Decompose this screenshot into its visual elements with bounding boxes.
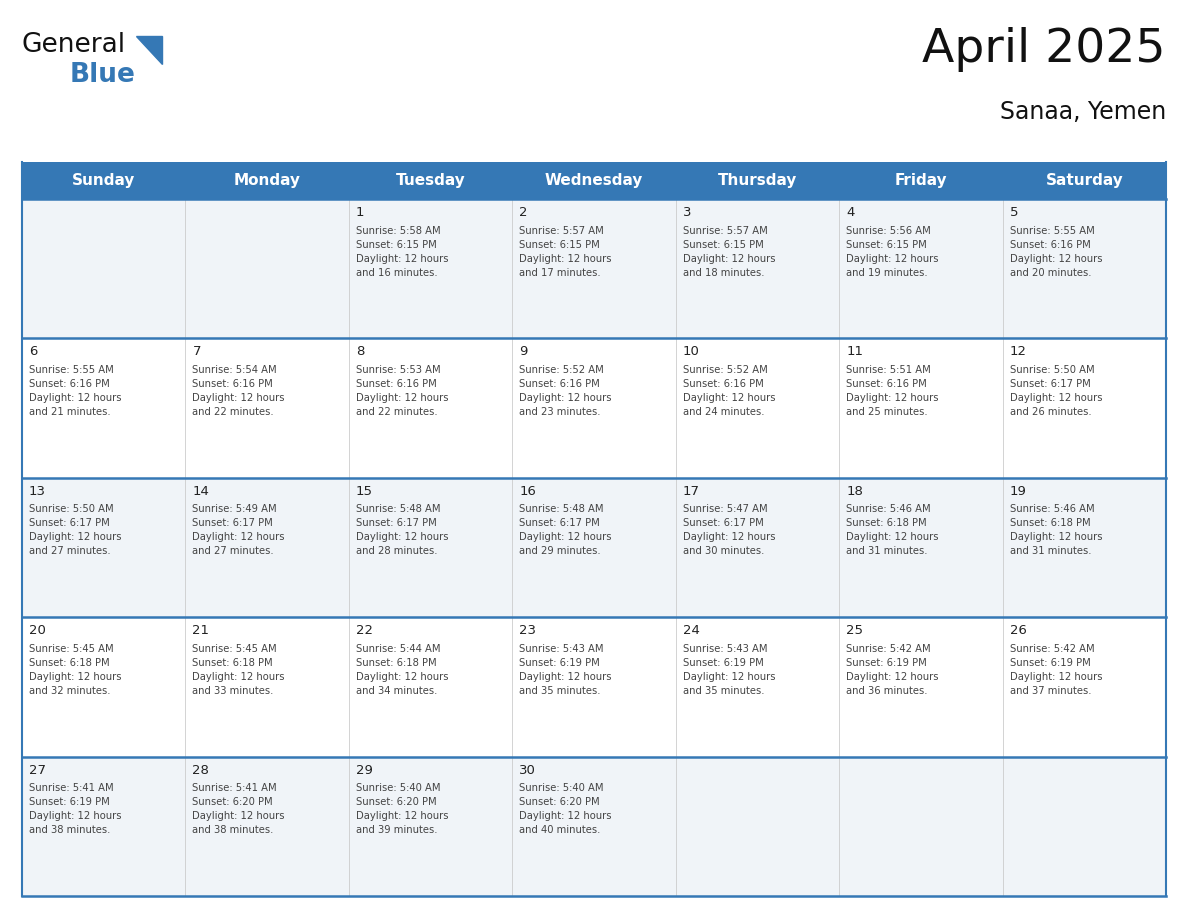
Text: Thursday: Thursday bbox=[718, 173, 797, 188]
Text: 23: 23 bbox=[519, 624, 536, 637]
Text: Sunrise: 5:46 AM
Sunset: 6:18 PM
Daylight: 12 hours
and 31 minutes.: Sunrise: 5:46 AM Sunset: 6:18 PM Dayligh… bbox=[846, 504, 939, 556]
Text: Sunrise: 5:43 AM
Sunset: 6:19 PM
Daylight: 12 hours
and 35 minutes.: Sunrise: 5:43 AM Sunset: 6:19 PM Dayligh… bbox=[683, 644, 776, 696]
Text: 25: 25 bbox=[846, 624, 864, 637]
Text: Sunrise: 5:52 AM
Sunset: 6:16 PM
Daylight: 12 hours
and 23 minutes.: Sunrise: 5:52 AM Sunset: 6:16 PM Dayligh… bbox=[519, 364, 612, 417]
Text: 5: 5 bbox=[1010, 206, 1018, 219]
Text: 30: 30 bbox=[519, 764, 536, 777]
Text: Sunrise: 5:56 AM
Sunset: 6:15 PM
Daylight: 12 hours
and 19 minutes.: Sunrise: 5:56 AM Sunset: 6:15 PM Dayligh… bbox=[846, 226, 939, 277]
Text: 29: 29 bbox=[356, 764, 373, 777]
Text: 20: 20 bbox=[29, 624, 46, 637]
Text: 16: 16 bbox=[519, 485, 536, 498]
Text: Sunrise: 5:40 AM
Sunset: 6:20 PM
Daylight: 12 hours
and 39 minutes.: Sunrise: 5:40 AM Sunset: 6:20 PM Dayligh… bbox=[356, 783, 448, 835]
Text: Sunrise: 5:51 AM
Sunset: 6:16 PM
Daylight: 12 hours
and 25 minutes.: Sunrise: 5:51 AM Sunset: 6:16 PM Dayligh… bbox=[846, 364, 939, 417]
Text: 27: 27 bbox=[29, 764, 46, 777]
Text: Sunrise: 5:48 AM
Sunset: 6:17 PM
Daylight: 12 hours
and 29 minutes.: Sunrise: 5:48 AM Sunset: 6:17 PM Dayligh… bbox=[519, 504, 612, 556]
Text: 21: 21 bbox=[192, 624, 209, 637]
Text: Saturday: Saturday bbox=[1045, 173, 1123, 188]
Text: Tuesday: Tuesday bbox=[396, 173, 466, 188]
Text: Sunrise: 5:42 AM
Sunset: 6:19 PM
Daylight: 12 hours
and 37 minutes.: Sunrise: 5:42 AM Sunset: 6:19 PM Dayligh… bbox=[1010, 644, 1102, 696]
Bar bbox=[23, 617, 1165, 756]
Text: 8: 8 bbox=[356, 345, 365, 358]
Text: 6: 6 bbox=[29, 345, 37, 358]
Text: Sunrise: 5:47 AM
Sunset: 6:17 PM
Daylight: 12 hours
and 30 minutes.: Sunrise: 5:47 AM Sunset: 6:17 PM Dayligh… bbox=[683, 504, 776, 556]
Text: 19: 19 bbox=[1010, 485, 1026, 498]
Text: Sunrise: 5:55 AM
Sunset: 6:16 PM
Daylight: 12 hours
and 20 minutes.: Sunrise: 5:55 AM Sunset: 6:16 PM Dayligh… bbox=[1010, 226, 1102, 277]
Text: 18: 18 bbox=[846, 485, 862, 498]
Text: Blue: Blue bbox=[70, 62, 135, 88]
Text: Sunrise: 5:45 AM
Sunset: 6:18 PM
Daylight: 12 hours
and 33 minutes.: Sunrise: 5:45 AM Sunset: 6:18 PM Dayligh… bbox=[192, 644, 285, 696]
Text: 1: 1 bbox=[356, 206, 365, 219]
Bar bbox=[23, 199, 1165, 339]
Text: Sanaa, Yemen: Sanaa, Yemen bbox=[1000, 100, 1165, 124]
Text: 13: 13 bbox=[29, 485, 46, 498]
Text: Sunrise: 5:53 AM
Sunset: 6:16 PM
Daylight: 12 hours
and 22 minutes.: Sunrise: 5:53 AM Sunset: 6:16 PM Dayligh… bbox=[356, 364, 448, 417]
Text: Sunrise: 5:41 AM
Sunset: 6:19 PM
Daylight: 12 hours
and 38 minutes.: Sunrise: 5:41 AM Sunset: 6:19 PM Dayligh… bbox=[29, 783, 121, 835]
Text: 4: 4 bbox=[846, 206, 854, 219]
Text: Sunrise: 5:55 AM
Sunset: 6:16 PM
Daylight: 12 hours
and 21 minutes.: Sunrise: 5:55 AM Sunset: 6:16 PM Dayligh… bbox=[29, 364, 121, 417]
Text: 2: 2 bbox=[519, 206, 527, 219]
Text: General: General bbox=[23, 32, 126, 58]
Text: Sunrise: 5:57 AM
Sunset: 6:15 PM
Daylight: 12 hours
and 18 minutes.: Sunrise: 5:57 AM Sunset: 6:15 PM Dayligh… bbox=[683, 226, 776, 277]
Text: Sunrise: 5:48 AM
Sunset: 6:17 PM
Daylight: 12 hours
and 28 minutes.: Sunrise: 5:48 AM Sunset: 6:17 PM Dayligh… bbox=[356, 504, 448, 556]
Text: 28: 28 bbox=[192, 764, 209, 777]
Text: Sunday: Sunday bbox=[72, 173, 135, 188]
Text: Sunrise: 5:50 AM
Sunset: 6:17 PM
Daylight: 12 hours
and 27 minutes.: Sunrise: 5:50 AM Sunset: 6:17 PM Dayligh… bbox=[29, 504, 121, 556]
Text: Sunrise: 5:40 AM
Sunset: 6:20 PM
Daylight: 12 hours
and 40 minutes.: Sunrise: 5:40 AM Sunset: 6:20 PM Dayligh… bbox=[519, 783, 612, 835]
Text: 3: 3 bbox=[683, 206, 691, 219]
Text: 12: 12 bbox=[1010, 345, 1026, 358]
Text: Sunrise: 5:50 AM
Sunset: 6:17 PM
Daylight: 12 hours
and 26 minutes.: Sunrise: 5:50 AM Sunset: 6:17 PM Dayligh… bbox=[1010, 364, 1102, 417]
Text: Wednesday: Wednesday bbox=[545, 173, 643, 188]
Text: Monday: Monday bbox=[234, 173, 301, 188]
Bar bbox=[23, 339, 1165, 477]
Text: Sunrise: 5:42 AM
Sunset: 6:19 PM
Daylight: 12 hours
and 36 minutes.: Sunrise: 5:42 AM Sunset: 6:19 PM Dayligh… bbox=[846, 644, 939, 696]
Bar bbox=[23, 477, 1165, 617]
Text: Sunrise: 5:45 AM
Sunset: 6:18 PM
Daylight: 12 hours
and 32 minutes.: Sunrise: 5:45 AM Sunset: 6:18 PM Dayligh… bbox=[29, 644, 121, 696]
Text: Sunrise: 5:41 AM
Sunset: 6:20 PM
Daylight: 12 hours
and 38 minutes.: Sunrise: 5:41 AM Sunset: 6:20 PM Dayligh… bbox=[192, 783, 285, 835]
Text: 22: 22 bbox=[356, 624, 373, 637]
Text: 11: 11 bbox=[846, 345, 864, 358]
Bar bbox=[23, 756, 1165, 896]
Text: 15: 15 bbox=[356, 485, 373, 498]
Text: April 2025: April 2025 bbox=[923, 27, 1165, 72]
Text: 10: 10 bbox=[683, 345, 700, 358]
Text: Friday: Friday bbox=[895, 173, 947, 188]
Text: 24: 24 bbox=[683, 624, 700, 637]
Text: 26: 26 bbox=[1010, 624, 1026, 637]
Text: Sunrise: 5:44 AM
Sunset: 6:18 PM
Daylight: 12 hours
and 34 minutes.: Sunrise: 5:44 AM Sunset: 6:18 PM Dayligh… bbox=[356, 644, 448, 696]
Text: Sunrise: 5:54 AM
Sunset: 6:16 PM
Daylight: 12 hours
and 22 minutes.: Sunrise: 5:54 AM Sunset: 6:16 PM Dayligh… bbox=[192, 364, 285, 417]
Polygon shape bbox=[135, 36, 162, 64]
Text: Sunrise: 5:57 AM
Sunset: 6:15 PM
Daylight: 12 hours
and 17 minutes.: Sunrise: 5:57 AM Sunset: 6:15 PM Dayligh… bbox=[519, 226, 612, 277]
Text: Sunrise: 5:43 AM
Sunset: 6:19 PM
Daylight: 12 hours
and 35 minutes.: Sunrise: 5:43 AM Sunset: 6:19 PM Dayligh… bbox=[519, 644, 612, 696]
Bar bbox=[23, 162, 1165, 199]
Text: 9: 9 bbox=[519, 345, 527, 358]
Text: 14: 14 bbox=[192, 485, 209, 498]
Text: 17: 17 bbox=[683, 485, 700, 498]
Text: Sunrise: 5:58 AM
Sunset: 6:15 PM
Daylight: 12 hours
and 16 minutes.: Sunrise: 5:58 AM Sunset: 6:15 PM Dayligh… bbox=[356, 226, 448, 277]
Text: Sunrise: 5:46 AM
Sunset: 6:18 PM
Daylight: 12 hours
and 31 minutes.: Sunrise: 5:46 AM Sunset: 6:18 PM Dayligh… bbox=[1010, 504, 1102, 556]
Text: Sunrise: 5:52 AM
Sunset: 6:16 PM
Daylight: 12 hours
and 24 minutes.: Sunrise: 5:52 AM Sunset: 6:16 PM Dayligh… bbox=[683, 364, 776, 417]
Text: Sunrise: 5:49 AM
Sunset: 6:17 PM
Daylight: 12 hours
and 27 minutes.: Sunrise: 5:49 AM Sunset: 6:17 PM Dayligh… bbox=[192, 504, 285, 556]
Text: 7: 7 bbox=[192, 345, 201, 358]
